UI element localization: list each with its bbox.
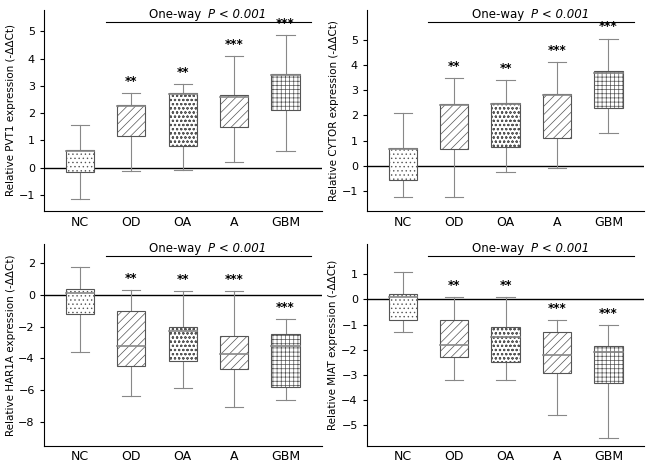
Bar — [117, 105, 146, 136]
Text: One-way: One-way — [149, 8, 209, 21]
Text: One-way: One-way — [471, 8, 531, 21]
Text: ***: *** — [225, 38, 244, 51]
Text: **: ** — [176, 273, 189, 286]
Text: ***: *** — [548, 302, 566, 315]
Bar — [272, 74, 300, 110]
Bar — [168, 326, 197, 362]
Bar — [491, 327, 520, 363]
Text: **: ** — [176, 67, 189, 79]
Bar — [440, 104, 469, 149]
Bar — [66, 289, 94, 314]
Text: **: ** — [448, 60, 460, 73]
Bar — [168, 92, 197, 146]
Bar — [220, 336, 248, 370]
Text: One-way: One-way — [149, 242, 209, 255]
Bar — [594, 71, 623, 108]
Text: P < 0.001: P < 0.001 — [209, 242, 266, 255]
Bar — [389, 295, 417, 319]
Y-axis label: Relative HAR1A expression (-ΔΔCt): Relative HAR1A expression (-ΔΔCt) — [6, 254, 16, 436]
Text: ***: *** — [276, 17, 295, 30]
Text: One-way: One-way — [471, 242, 531, 255]
Y-axis label: Relative MIAT expression (-ΔΔCt): Relative MIAT expression (-ΔΔCt) — [328, 260, 339, 430]
Text: ***: *** — [599, 307, 618, 319]
Text: ***: *** — [276, 301, 295, 314]
Text: **: ** — [499, 279, 512, 292]
Bar — [543, 94, 571, 138]
Text: ***: *** — [548, 45, 566, 57]
Bar — [389, 148, 417, 180]
Bar — [594, 346, 623, 383]
Text: P < 0.001: P < 0.001 — [209, 8, 266, 21]
Text: **: ** — [499, 62, 512, 75]
Text: ***: *** — [225, 273, 244, 286]
Bar — [543, 332, 571, 372]
Text: ***: *** — [599, 21, 618, 33]
Bar — [491, 103, 520, 147]
Text: P < 0.001: P < 0.001 — [531, 8, 590, 21]
Bar — [220, 95, 248, 127]
Text: **: ** — [448, 279, 460, 292]
Text: **: ** — [125, 75, 138, 88]
Bar — [440, 319, 469, 357]
Bar — [272, 334, 300, 387]
Bar — [117, 311, 146, 366]
Text: P < 0.001: P < 0.001 — [531, 242, 590, 255]
Y-axis label: Relative PVT1 expression (-ΔΔCt): Relative PVT1 expression (-ΔΔCt) — [6, 24, 16, 197]
Y-axis label: Relative CYTOR expression (-ΔΔCt): Relative CYTOR expression (-ΔΔCt) — [329, 20, 339, 201]
Bar — [66, 150, 94, 173]
Text: **: ** — [125, 272, 138, 285]
